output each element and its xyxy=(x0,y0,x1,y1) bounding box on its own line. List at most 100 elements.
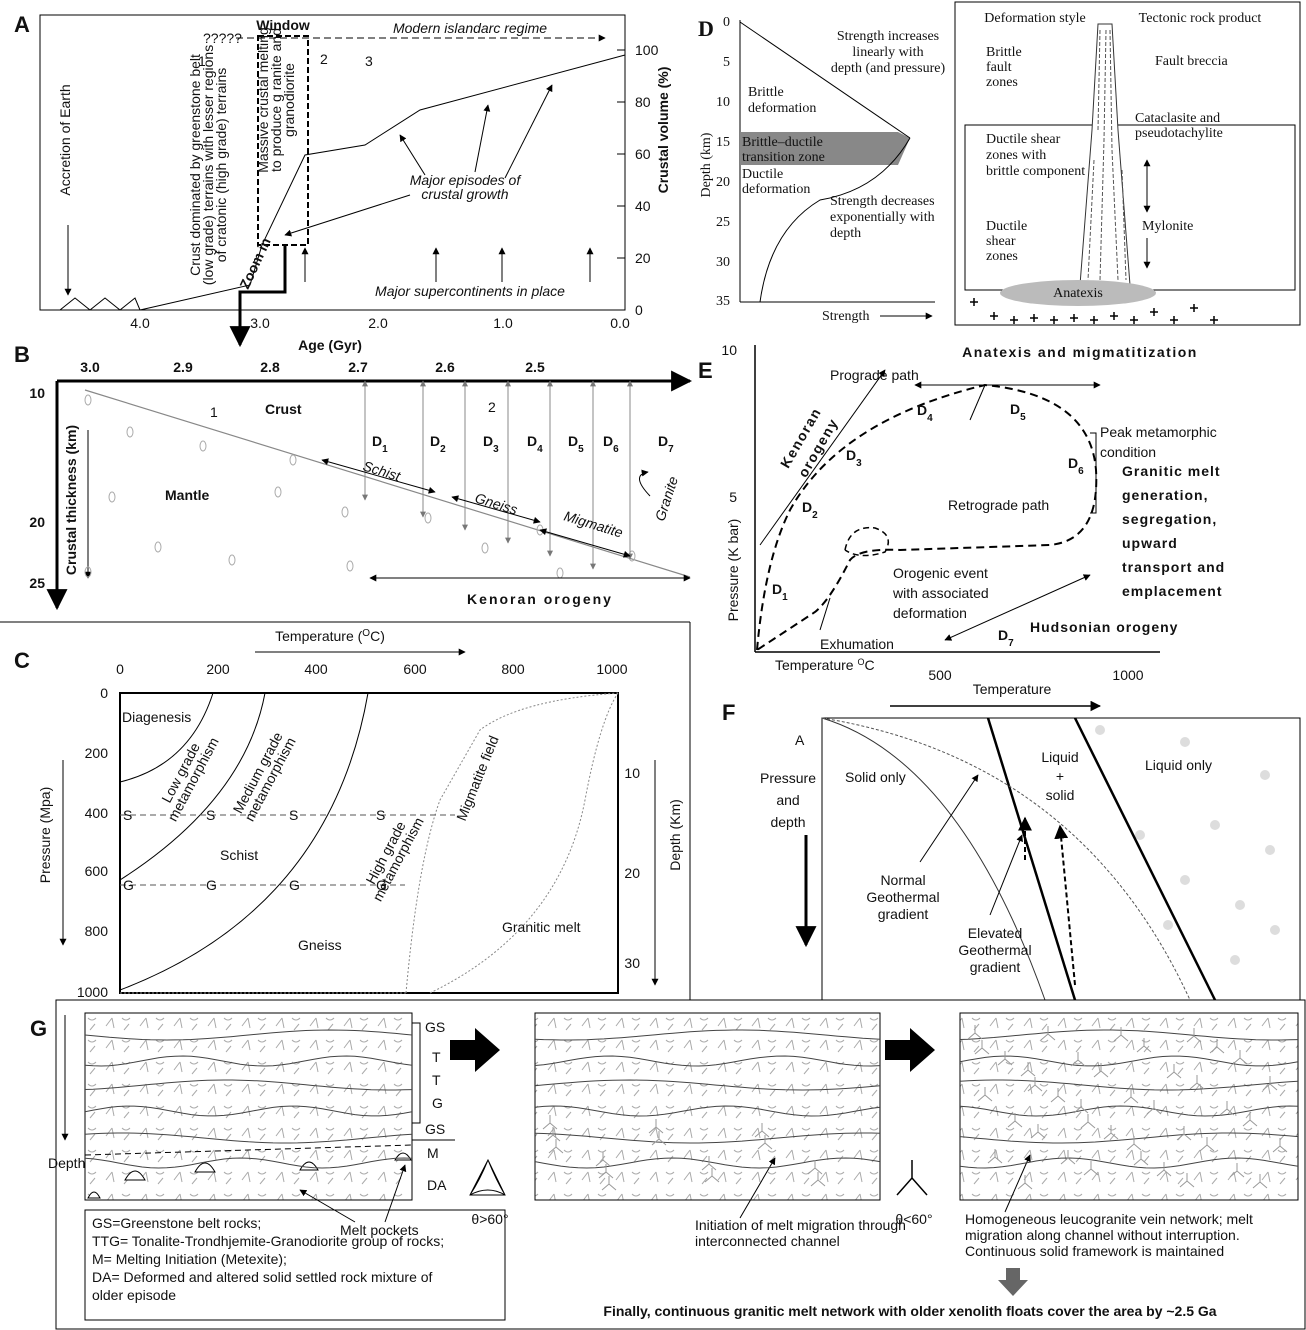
ellipse xyxy=(342,507,348,517)
ellipse xyxy=(347,561,353,571)
label: 2.7 xyxy=(348,359,368,375)
label: T xyxy=(432,1049,441,1065)
text-line: and xyxy=(776,792,799,808)
b: D5 xyxy=(568,433,584,455)
text-line: upward xyxy=(1122,535,1178,551)
b: D3 xyxy=(483,433,499,455)
text-line: gradient xyxy=(878,906,929,922)
text: High grademetamorphism xyxy=(357,808,427,904)
label: Solid only xyxy=(845,769,906,785)
label: A xyxy=(14,12,30,37)
label: Temperature xyxy=(775,657,857,673)
b: Kenoranorogeny xyxy=(777,404,842,480)
label: 2.0 xyxy=(368,315,388,331)
text-line: depth xyxy=(770,814,805,830)
circle xyxy=(1235,900,1245,910)
page: A 0 20 40 60 80 100 Crustal volume (%) 4… xyxy=(0,0,1306,1330)
label: 60 xyxy=(635,146,651,162)
label: Granite xyxy=(652,474,681,523)
thin xyxy=(60,298,140,310)
label: 4 xyxy=(927,413,933,424)
text-line: granodiorite xyxy=(281,63,297,137)
text-line: Strength decreases xyxy=(830,194,935,209)
label: Accretion of Earth xyxy=(57,84,73,195)
label: D xyxy=(658,433,668,449)
text-line: migration along channel without interrup… xyxy=(965,1227,1240,1243)
path xyxy=(897,1160,927,1195)
circle xyxy=(1135,830,1145,840)
label: 2.5 xyxy=(525,359,545,375)
label: Temperature xyxy=(973,681,1052,697)
label: 2.9 xyxy=(173,359,193,375)
path xyxy=(470,1160,505,1195)
panel-a: A 0 20 40 60 80 100 Crustal volume (%) 4… xyxy=(14,12,671,353)
text-line: Strength increases xyxy=(837,29,939,44)
ellipse xyxy=(127,427,133,437)
label: Schist xyxy=(220,847,258,863)
text-line: Normal xyxy=(880,872,925,888)
label: 4 xyxy=(537,444,543,455)
circle xyxy=(1163,920,1173,930)
text-line: GS=Greenstone belt rocks; xyxy=(92,1215,261,1231)
label: 6 xyxy=(1078,466,1084,477)
b: D6 xyxy=(603,433,619,455)
text-line: zones xyxy=(986,249,1018,264)
text: Strength increaseslinearly withdepth (an… xyxy=(831,29,946,76)
label: Kenoran orogeny xyxy=(467,591,613,607)
label: 20 xyxy=(29,514,45,530)
text-line: Homogeneous leucogranite vein network; m… xyxy=(965,1211,1253,1227)
text-line: transport and xyxy=(1122,559,1225,575)
label: F xyxy=(722,700,735,725)
ellipse xyxy=(425,513,431,523)
label: 100 xyxy=(635,42,659,58)
label: D xyxy=(1068,455,1078,471)
label: 0 xyxy=(723,15,730,30)
label: S xyxy=(376,807,385,823)
label: C xyxy=(865,657,875,673)
text-line: deformation xyxy=(748,101,816,116)
label: 600 xyxy=(85,863,109,879)
text-line: Peak metamorphic xyxy=(1100,424,1217,440)
text-line: with associated xyxy=(892,585,989,601)
circle xyxy=(1230,955,1240,965)
label: 10 xyxy=(29,385,45,401)
text-line: Pressure xyxy=(760,770,816,786)
text-line: deformation xyxy=(893,605,967,621)
label: S xyxy=(123,807,132,823)
label: 25 xyxy=(716,215,730,230)
ellipse xyxy=(229,555,235,565)
text: Massive crustal meltingto produce g rani… xyxy=(255,27,297,173)
text: Pressure and depth xyxy=(760,770,816,830)
text: Liquid+solid xyxy=(1041,749,1078,803)
label: 2.8 xyxy=(260,359,280,375)
text: Crust dominated by greenstone belt(low g… xyxy=(187,45,229,285)
label: 500 xyxy=(928,667,952,683)
label: 2 xyxy=(440,444,446,455)
label: E xyxy=(698,358,713,383)
ellipse xyxy=(290,455,296,465)
label: 5 xyxy=(729,489,737,505)
label: D xyxy=(1010,401,1020,417)
label: 3.0 xyxy=(80,359,100,375)
text-line: zones xyxy=(986,75,1018,90)
label: 3 xyxy=(493,444,499,455)
text-line: Geothermal xyxy=(866,889,939,905)
label: Crustal volume (%) xyxy=(655,67,671,194)
text: Orogenic eventwith associateddeformation xyxy=(892,565,989,621)
text-line: Continuous solid framework is maintained xyxy=(965,1243,1224,1259)
ellipse xyxy=(482,543,488,553)
label: S xyxy=(289,807,298,823)
label: O xyxy=(857,657,864,667)
text-line: condition xyxy=(1100,444,1156,460)
label: S xyxy=(206,807,215,823)
label: D xyxy=(917,402,927,418)
label: 400 xyxy=(304,661,328,677)
label: 1.0 xyxy=(493,315,513,331)
label: D xyxy=(372,433,382,449)
text-line: Brittle xyxy=(748,85,784,100)
text-line: zones with xyxy=(986,148,1046,163)
label: 1 xyxy=(782,592,788,603)
